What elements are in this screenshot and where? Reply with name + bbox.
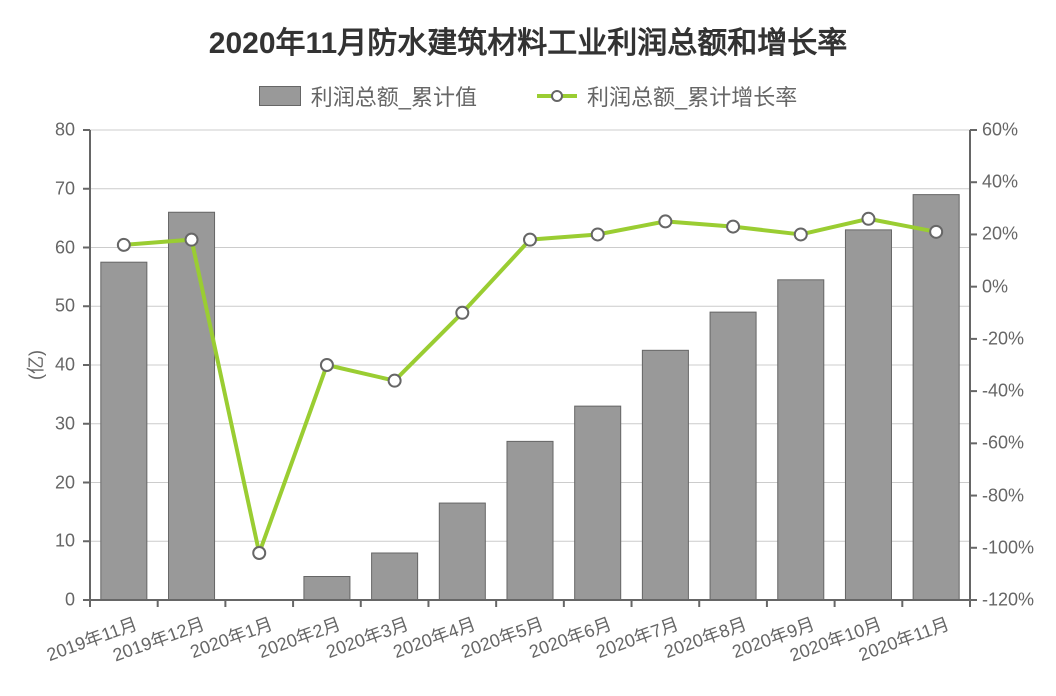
legend-bar-swatch <box>259 86 301 106</box>
y-left-tick-label: 80 <box>20 120 75 141</box>
legend-dot <box>551 90 563 102</box>
y-left-tick-label: 50 <box>20 296 75 317</box>
y-right-tick-label: 0% <box>982 276 1042 297</box>
plot-area: (亿) 01020304050607080-120%-100%-80%-60%-… <box>90 130 970 600</box>
y-left-tick-label: 40 <box>20 355 75 376</box>
y-right-tick-label: -120% <box>982 590 1042 611</box>
y-left-tick-label: 60 <box>20 237 75 258</box>
y-right-tick-label: 20% <box>982 224 1042 245</box>
y-right-tick-label: -20% <box>982 328 1042 349</box>
y-right-tick-label: -80% <box>982 485 1042 506</box>
y-right-tick-label: 60% <box>982 120 1042 141</box>
y-right-tick-label: 40% <box>982 172 1042 193</box>
y-right-tick-label: -40% <box>982 381 1042 402</box>
chart-title: 2020年11月防水建筑材料工业利润总额和增长率 <box>0 0 1056 62</box>
y-left-tick-label: 30 <box>20 413 75 434</box>
legend-line-label: 利润总额_累计增长率 <box>587 80 797 112</box>
y-right-tick-label: -100% <box>982 537 1042 558</box>
legend-bar-label: 利润总额_累计值 <box>311 80 477 112</box>
y-left-tick-label: 0 <box>20 590 75 611</box>
legend: 利润总额_累计值 利润总额_累计增长率 <box>0 80 1056 112</box>
plot-svg <box>90 130 970 600</box>
legend-item-line: 利润总额_累计增长率 <box>537 80 797 112</box>
y-left-tick-label: 20 <box>20 472 75 493</box>
legend-item-bar: 利润总额_累计值 <box>259 80 477 112</box>
chart-container: 2020年11月防水建筑材料工业利润总额和增长率 利润总额_累计值 利润总额_累… <box>0 0 1056 696</box>
y-left-tick-label: 10 <box>20 531 75 552</box>
y-right-tick-label: -60% <box>982 433 1042 454</box>
y-left-tick-label: 70 <box>20 178 75 199</box>
legend-line-swatch <box>537 87 577 105</box>
